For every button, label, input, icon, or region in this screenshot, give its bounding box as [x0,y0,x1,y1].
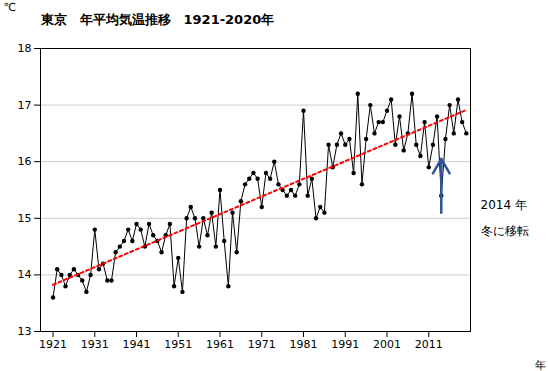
svg-text:18: 18 [18,42,32,55]
svg-text:1971: 1971 [248,338,276,351]
svg-text:13: 13 [18,325,32,338]
svg-text:1991: 1991 [331,338,359,351]
svg-text:14: 14 [18,268,32,281]
svg-text:1941: 1941 [123,338,151,351]
svg-text:2011: 2011 [415,338,443,351]
svg-text:1931: 1931 [81,338,109,351]
svg-text:15: 15 [18,212,32,225]
svg-text:1961: 1961 [206,338,234,351]
svg-text:年: 年 [535,359,546,371]
svg-text:2001: 2001 [373,338,401,351]
svg-text:1981: 1981 [290,338,318,351]
svg-text:17: 17 [18,99,32,112]
svg-text:2014 年: 2014 年 [481,198,527,212]
svg-text:冬に移転: 冬に移転 [481,224,529,238]
svg-text:東京 年平均気温推移 1921-2020年: 東京 年平均気温推移 1921-2020年 [40,12,275,27]
svg-text:1921: 1921 [39,338,67,351]
svg-text:16: 16 [18,155,32,168]
svg-text:1951: 1951 [164,338,192,351]
svg-text:℃: ℃ [4,1,16,14]
